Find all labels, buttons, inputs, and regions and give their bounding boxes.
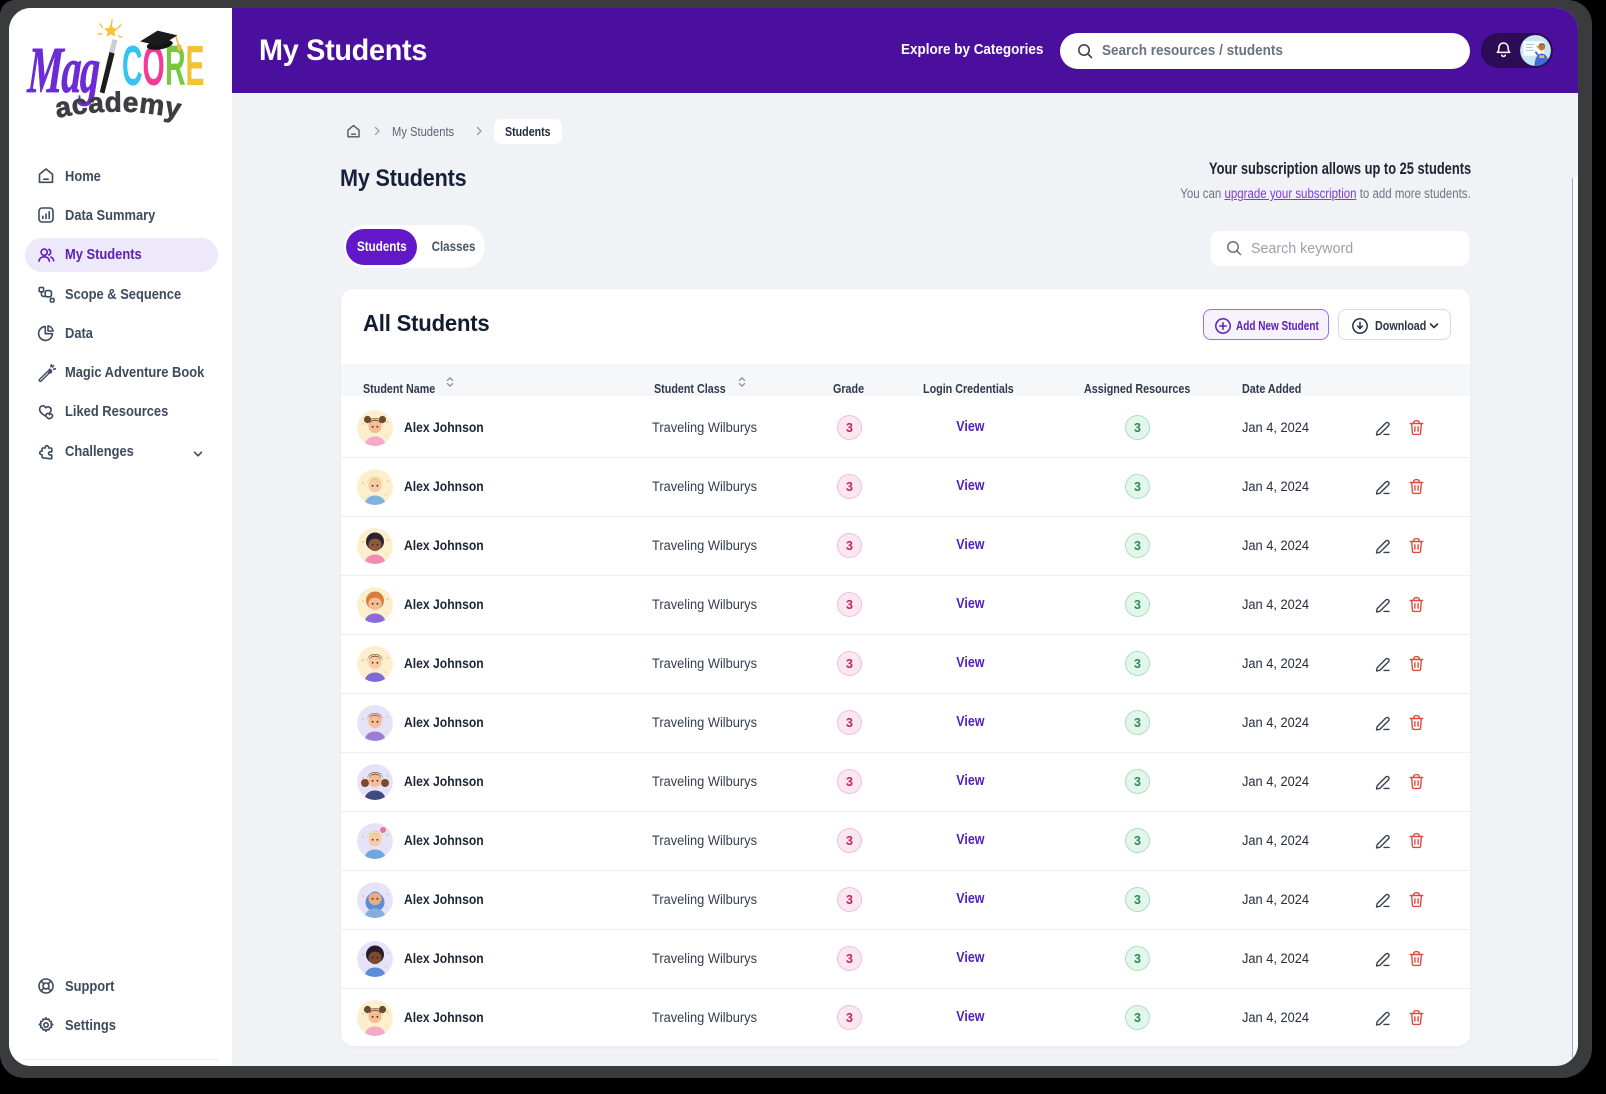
svg-text:E: E [186, 33, 205, 98]
svg-text:Mag: Mag [26, 33, 101, 107]
svg-text:academy: academy [52, 87, 184, 125]
svg-text:C: C [122, 33, 143, 98]
